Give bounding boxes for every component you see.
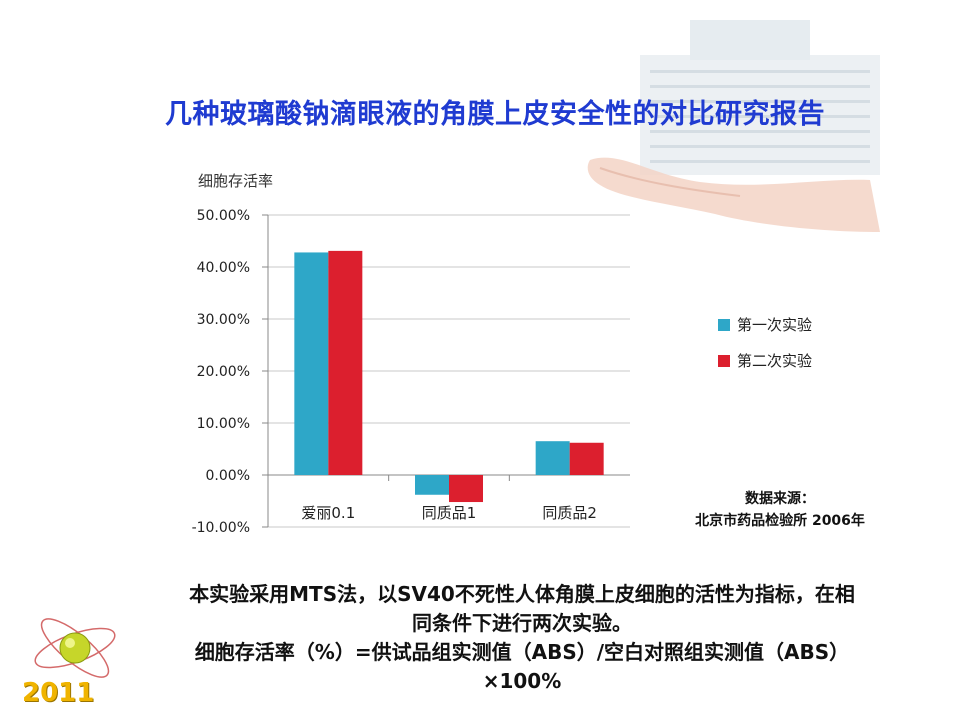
bar-2-2 [449,475,483,503]
y-tick-label: 40.00% [197,260,250,276]
y-tick-label: -10.00% [192,520,250,536]
bar-2-1 [328,250,363,475]
building-graphic [640,20,880,175]
x-category-label: 同质品1 [422,504,477,522]
bar-1-2 [415,475,449,495]
y-tick-label: 0.00% [206,468,250,484]
y-tick-label: 10.00% [197,416,250,432]
source-label: 数据来源： [745,491,815,507]
method-description: 本实验采用MTS法，以SV40不死性人体角膜上皮细胞的活性为指标，在相 同条件下… [92,580,952,696]
source-org: 北京市药品检验所 2006年 [695,513,865,529]
desc-line-2: 同条件下进行两次实验。 [412,611,632,635]
x-category-label: 爱丽0.1 [301,504,355,522]
legend-swatch-1 [718,319,730,331]
legend-swatch-2 [718,355,730,367]
data-source: 数据来源： 北京市药品检验所 2006年 [660,488,900,532]
desc-line-3: 细胞存活率（%）=供试品组实测值（ABS）/空白对照组实测值（ABS） [194,640,850,664]
desc-line-4: ×100% [482,669,562,693]
bar-1-3 [535,441,570,475]
year-logo-text: 2011 [22,678,95,708]
desc-line-1: 本实验采用MTS法，以SV40不死性人体角膜上皮细胞的活性为指标，在相 [189,582,855,606]
y-axis-label: 细胞存活率 [198,172,273,190]
x-category-label: 同质品2 [542,504,597,522]
y-tick-label: 20.00% [197,364,250,380]
bar-2-3 [569,442,604,475]
atom-logo [34,618,116,678]
hand-graphic [587,157,880,232]
legend-label-1: 第一次实验 [737,316,812,334]
bar-1-1 [294,252,329,475]
legend-label-2: 第二次实验 [737,352,812,370]
slide-title: 几种玻璃酸钠滴眼液的角膜上皮安全性的对比研究报告 [165,99,825,130]
y-tick-label: 30.00% [197,312,250,328]
y-tick-label: 50.00% [197,208,250,224]
